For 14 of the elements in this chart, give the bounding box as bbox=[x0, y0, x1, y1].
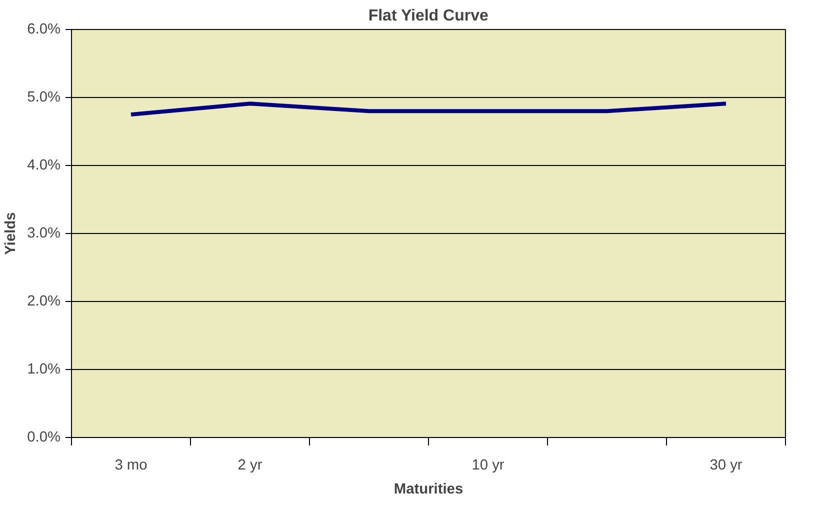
y-tick-label: 5.0% bbox=[27, 90, 60, 106]
x-axis-title: Maturities bbox=[394, 482, 464, 498]
y-tick-label: 2.0% bbox=[27, 294, 60, 310]
y-tick-label: 3.0% bbox=[27, 226, 60, 242]
y-tick-label: 4.0% bbox=[27, 158, 60, 174]
y-tick-label: 0.0% bbox=[27, 430, 60, 446]
x-tick-label: 2 yr bbox=[238, 458, 262, 474]
y-tick-label: 1.0% bbox=[27, 362, 60, 378]
y-tick-label: 6.0% bbox=[27, 22, 60, 38]
chart-title: Flat Yield Curve bbox=[368, 8, 488, 24]
x-tick-label: 10 yr bbox=[472, 458, 504, 474]
x-tick-label: 3 mo bbox=[114, 458, 148, 474]
y-axis-title: Yields bbox=[3, 212, 20, 255]
x-tick-label: 30 yr bbox=[710, 458, 742, 474]
